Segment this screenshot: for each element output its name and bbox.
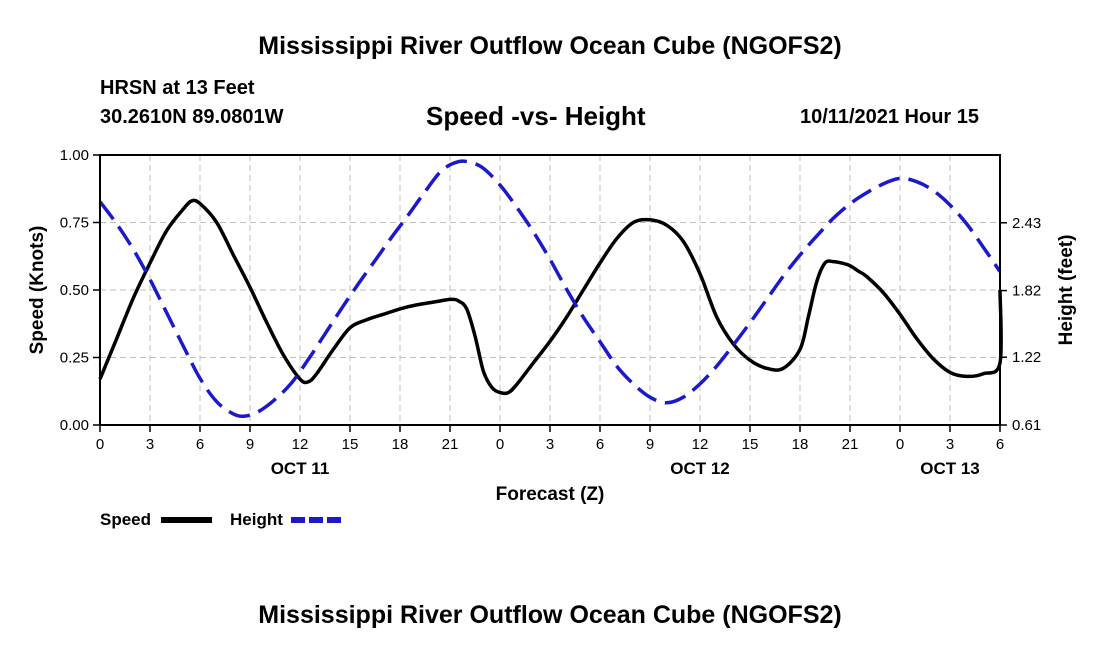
legend: Speed Height [100,510,342,529]
y2-tick-label: 2.43 [1012,215,1041,232]
x-tick-label: 12 [292,436,309,453]
y2-tick-label: 1.22 [1012,349,1041,366]
page-title: Mississippi River Outflow Ocean Cube (NG… [258,32,842,60]
x-tick-label: 12 [692,436,709,453]
x-tick-label: 3 [946,436,954,453]
y2-tick-label: 1.82 [1012,283,1041,300]
series-layer [98,159,1003,419]
y-tick-label: 0.00 [60,417,89,434]
x-tick-label: 0 [496,436,504,453]
y-tick-label: 0.75 [60,215,89,232]
y2-tick-label: 0.61 [1012,417,1041,434]
y-tick-label: 0.25 [60,350,89,367]
legend-speed-label: Speed [100,510,151,529]
x-tick-label: 21 [842,436,859,453]
x-tick-label: 15 [742,436,759,453]
x-tick-label: 18 [792,436,809,453]
x-tick-label: 18 [392,436,409,453]
height-series-line [98,159,1002,419]
axes: 0 3 6 9 12 15 18 21 0 3 6 9 12 15 18 21 0 3 6 OCT 11 OCT 12 O… [60,147,1041,478]
y-tick-label: 0.50 [60,282,89,299]
x-tick-label: 0 [896,436,904,453]
x-tick-label: 9 [246,436,254,453]
chart-title: Speed -vs- Height [426,101,646,131]
x-tick-label: 15 [342,436,359,453]
x-tick-label: 3 [546,436,554,453]
x-tick-label: 3 [146,436,154,453]
y-axis-label: Speed (Knots) [27,226,48,355]
x-day-label: OCT 11 [271,459,330,478]
x-axis-label: Forecast (Z) [496,484,605,505]
x-tick-label: 21 [442,436,459,453]
legend-height-label: Height [230,510,283,529]
station-label: HRSN at 13 Feet [100,77,255,99]
x-tick-label: 6 [596,436,604,453]
x-day-label: OCT 12 [670,459,730,478]
x-tick-label: 0 [96,436,104,453]
y-tick-label: 1.00 [60,147,89,164]
y2-axis-label: Height (feet) [1056,235,1077,346]
x-day-label: OCT 13 [920,459,980,478]
x-tick-label: 6 [196,436,204,453]
x-tick-label: 6 [996,436,1004,453]
speed-series-line [98,198,1003,396]
footer-title: Mississippi River Outflow Ocean Cube (NG… [258,601,842,629]
x-tick-label: 9 [646,436,654,453]
station-coordinates: 30.2610N 89.0801W [100,106,284,128]
forecast-datetime: 10/11/2021 Hour 15 [800,106,980,128]
